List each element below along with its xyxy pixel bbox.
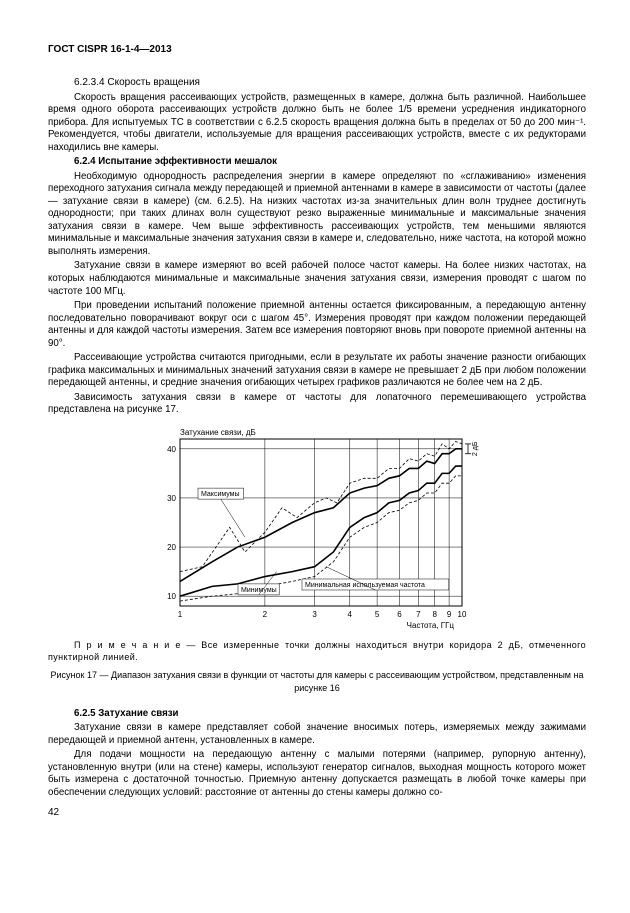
paragraph-text: Рассеивающие устройства считаются пригод… <box>48 352 586 390</box>
svg-text:20: 20 <box>167 543 176 552</box>
svg-text:7: 7 <box>416 610 421 619</box>
paragraph-text: Затухание связи в камере представляет со… <box>48 722 586 747</box>
section-6234-title: 6.2.3.4 Скорость вращения <box>48 77 586 90</box>
svg-text:Частота, ГГц: Частота, ГГц <box>407 621 455 630</box>
svg-text:9: 9 <box>447 610 452 619</box>
svg-text:8: 8 <box>432 610 437 619</box>
paragraph-text: Для подачи мощности на передающую антенн… <box>48 749 586 799</box>
svg-text:10: 10 <box>458 610 467 619</box>
svg-text:40: 40 <box>167 444 176 453</box>
chart-footnote: П р и м е ч а н и е — Все измеренные точ… <box>48 640 586 663</box>
svg-text:2: 2 <box>263 610 268 619</box>
section-625-title: 6.2.5 Затухание связи <box>48 708 586 721</box>
svg-text:30: 30 <box>167 494 176 503</box>
svg-text:Затухание связи, дБ: Затухание связи, дБ <box>180 428 256 437</box>
svg-text:Минимумы: Минимумы <box>241 587 277 594</box>
svg-text:10: 10 <box>167 592 176 601</box>
svg-text:Минимальная используемая часто: Минимальная используемая частота <box>305 582 425 589</box>
svg-text:Максимумы: Максимумы <box>201 491 240 498</box>
svg-text:3: 3 <box>312 610 317 619</box>
paragraph-text: Необходимую однородность распределения э… <box>48 171 586 259</box>
figure-17-chart: Затухание связи, дБ1020304012345678910Ча… <box>142 425 492 635</box>
page-number: 42 <box>48 807 586 820</box>
svg-text:4: 4 <box>348 610 353 619</box>
paragraph-text: Скорость вращения рассеивающих устройств… <box>48 92 586 155</box>
svg-text:1: 1 <box>178 610 183 619</box>
paragraph-text: Затухание связи в камере измеряют во все… <box>48 260 586 298</box>
document-id: ГОСТ CISPR 16-1-4—2013 <box>48 44 586 57</box>
section-624-title: 6.2.4 Испытание эффективности мешалок <box>48 156 586 169</box>
svg-text:2 дБ: 2 дБ <box>472 441 479 456</box>
paragraph-text: Зависимость затухания связи в камере от … <box>48 392 586 417</box>
figure-caption: Рисунок 17 — Диапазон затухания связи в … <box>48 669 586 693</box>
svg-text:6: 6 <box>397 610 402 619</box>
svg-text:5: 5 <box>375 610 380 619</box>
paragraph-text: При проведении испытаний положение прием… <box>48 300 586 350</box>
